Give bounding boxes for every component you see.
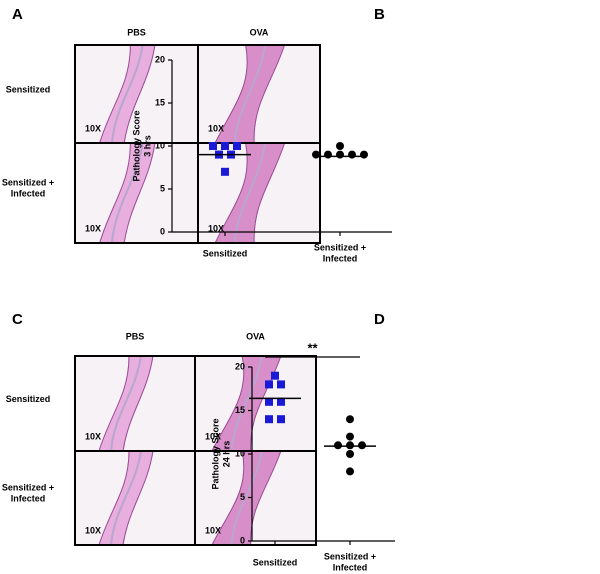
data-point bbox=[346, 441, 354, 450]
data-point bbox=[271, 371, 279, 380]
data-point bbox=[324, 150, 332, 159]
x-tick-label: Sensitized bbox=[203, 248, 248, 258]
y-tick-label: 20 bbox=[155, 54, 165, 64]
y-axis-label: Pathology Score3 hrs bbox=[132, 110, 153, 181]
row-label: Sensitized + Infected bbox=[2, 483, 54, 504]
x-tick-label: Sensitized + Infected bbox=[314, 243, 366, 264]
x-tick-label: Sensitized + Infected bbox=[324, 552, 376, 573]
tissue-layer bbox=[233, 44, 267, 144]
y-axis-label: Pathology Score24 hrs bbox=[211, 418, 232, 489]
magnification-label: 10X bbox=[85, 123, 101, 133]
data-point bbox=[312, 150, 320, 159]
column-label: OVA bbox=[250, 27, 269, 37]
row-label: Sensitized bbox=[6, 394, 51, 404]
data-point bbox=[358, 441, 366, 450]
row-label: Sensitized + Infected bbox=[2, 178, 54, 199]
data-point bbox=[346, 432, 354, 441]
significance-label: ** bbox=[307, 340, 318, 355]
tissue-layer bbox=[230, 355, 263, 452]
y-tick-label: 15 bbox=[155, 97, 165, 107]
data-point bbox=[336, 150, 344, 159]
data-point bbox=[221, 167, 229, 176]
magnification-label: 10X bbox=[85, 223, 101, 233]
y-tick-label: 15 bbox=[235, 405, 245, 415]
column-label: PBS bbox=[126, 331, 145, 341]
magnification-label: 10X bbox=[85, 431, 101, 441]
magnification-label: 10X bbox=[205, 525, 221, 535]
magnification-label: 10X bbox=[208, 223, 224, 233]
tissue-layer bbox=[110, 142, 144, 244]
y-tick-label: 0 bbox=[240, 535, 245, 545]
row-label: Sensitized bbox=[6, 84, 51, 94]
y-tick-label: 10 bbox=[155, 140, 165, 150]
magnification-label: 10X bbox=[205, 431, 221, 441]
data-point bbox=[360, 150, 368, 159]
data-point bbox=[233, 142, 241, 150]
panel-label: A bbox=[12, 6, 23, 23]
data-point bbox=[221, 142, 229, 150]
data-point bbox=[209, 142, 217, 150]
data-point bbox=[277, 380, 285, 389]
data-point bbox=[346, 415, 354, 424]
y-tick-label: 5 bbox=[160, 183, 165, 193]
data-point bbox=[265, 397, 273, 406]
y-tick-label: 20 bbox=[235, 361, 245, 371]
data-point bbox=[334, 441, 342, 450]
panel-label: B bbox=[374, 6, 385, 23]
data-point bbox=[336, 142, 344, 150]
x-tick-label: Sensitized bbox=[253, 557, 298, 567]
tissue-layer bbox=[110, 450, 142, 546]
column-label: PBS bbox=[127, 27, 146, 37]
magnification-label: 10X bbox=[85, 525, 101, 535]
data-point bbox=[277, 397, 285, 406]
tissue-layer bbox=[233, 142, 267, 244]
magnification-label: 10X bbox=[208, 123, 224, 133]
data-point bbox=[265, 415, 273, 424]
column-label: OVA bbox=[246, 331, 265, 341]
data-point bbox=[348, 150, 356, 159]
tissue-layer bbox=[110, 44, 144, 144]
y-tick-label: 0 bbox=[160, 226, 165, 236]
y-tick-label: 5 bbox=[240, 492, 245, 502]
panel-label: D bbox=[374, 311, 385, 328]
tissue-layer bbox=[110, 355, 142, 452]
panel-label: C bbox=[12, 311, 23, 328]
data-point bbox=[346, 467, 354, 476]
tissue-layer bbox=[230, 450, 263, 546]
data-point bbox=[265, 380, 273, 389]
data-point bbox=[346, 450, 354, 458]
data-point bbox=[277, 415, 285, 424]
y-tick-label: 10 bbox=[235, 448, 245, 458]
